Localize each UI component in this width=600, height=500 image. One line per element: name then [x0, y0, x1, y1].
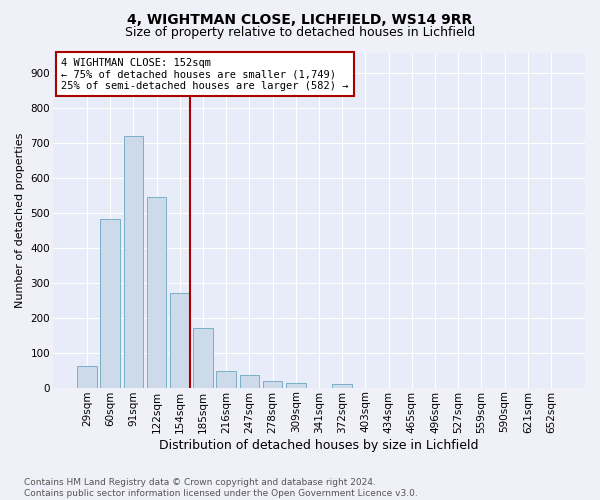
- Bar: [193, 328, 213, 388]
- Text: 4, WIGHTMAN CLOSE, LICHFIELD, WS14 9RR: 4, WIGHTMAN CLOSE, LICHFIELD, WS14 9RR: [127, 12, 473, 26]
- Bar: [100, 220, 120, 388]
- Text: Contains HM Land Registry data © Crown copyright and database right 2024.
Contai: Contains HM Land Registry data © Crown c…: [24, 478, 418, 498]
- Bar: [263, 382, 283, 388]
- Bar: [170, 292, 190, 388]
- Text: 4 WIGHTMAN CLOSE: 152sqm
← 75% of detached houses are smaller (1,749)
25% of sem: 4 WIGHTMAN CLOSE: 152sqm ← 75% of detach…: [61, 58, 349, 90]
- Bar: [124, 136, 143, 388]
- Bar: [239, 376, 259, 388]
- Bar: [286, 383, 305, 388]
- X-axis label: Distribution of detached houses by size in Lichfield: Distribution of detached houses by size …: [159, 440, 479, 452]
- Bar: [147, 198, 166, 388]
- Bar: [77, 366, 97, 388]
- Y-axis label: Number of detached properties: Number of detached properties: [15, 132, 25, 308]
- Text: Size of property relative to detached houses in Lichfield: Size of property relative to detached ho…: [125, 26, 475, 39]
- Bar: [332, 384, 352, 388]
- Bar: [217, 371, 236, 388]
